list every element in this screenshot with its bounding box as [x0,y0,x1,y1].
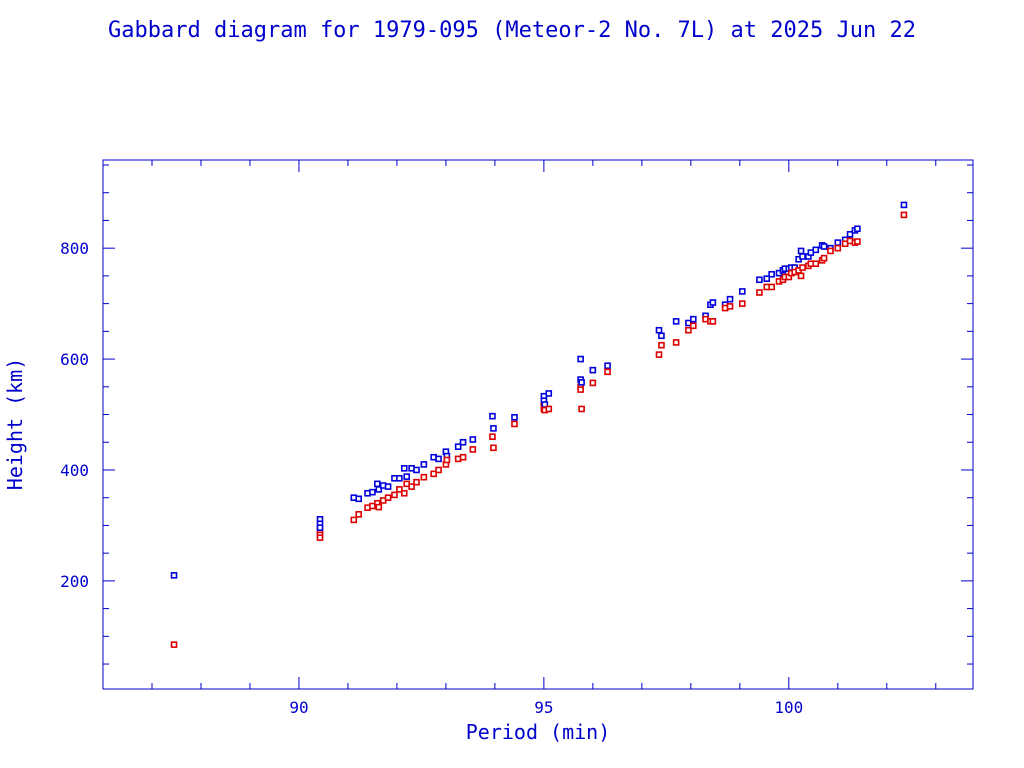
perigee-point [689,322,697,330]
y-tick-label: 600 [60,350,89,369]
apogee-point [709,299,717,306]
apogee-point [604,362,611,370]
perigee-point [604,368,611,376]
perigee-point [854,238,861,245]
perigee-point [672,339,680,346]
apogee-point [658,332,665,340]
perigee-point [658,341,665,349]
apogee-point [396,474,403,482]
plot-frame [102,159,974,690]
perigee-point [812,260,820,267]
apogee-point [316,524,324,531]
apogee-point [578,379,585,386]
apogee-point [726,295,734,303]
perigee-point [827,247,834,255]
perigee-point [900,211,908,219]
y-axis-label: Height (km) [3,358,27,490]
apogee-point [655,326,663,334]
apogee-point [834,239,842,246]
apogee-point [369,488,376,496]
apogee-point [459,438,467,446]
perigee-point [797,272,805,280]
apogee-point [820,243,828,250]
perigee-point [589,379,597,387]
apogee-point [738,288,746,295]
apogee-point [489,412,496,420]
y-tick-label: 200 [60,572,89,591]
apogee-point [374,480,381,488]
perigee-point [316,534,324,541]
perigee-point [768,283,775,291]
perigee-point [443,456,451,464]
perigee-point [490,444,497,452]
perigee-point [396,486,403,493]
apogee-point [577,355,584,363]
y-tick-label: 800 [60,239,89,258]
data-points [170,201,908,648]
perigee-point [709,318,717,325]
apogee-point [756,276,763,284]
perigee-point [469,446,477,453]
apogee-point [403,473,411,480]
perigee-point [350,516,358,524]
apogee-point [469,436,477,443]
x-tick-label: 90 [289,698,308,717]
perigee-point [738,300,746,307]
chart-title: Gabbard diagram for 1979-095 (Meteor-2 N… [108,18,916,43]
perigee-point [420,473,428,481]
apogee-point [799,253,806,260]
x-axis-label: Period (min) [466,720,611,744]
perigee-point [655,351,663,358]
perigee-point [435,466,442,474]
apogee-point [672,318,680,325]
perigee-point [384,494,392,501]
apogee-point [375,486,383,493]
perigee-point [834,244,842,252]
perigee-point [408,483,415,490]
apogee-point [689,315,697,323]
apogee-point [763,275,771,282]
perigee-point [545,405,553,413]
apogee-point [355,495,363,503]
x-tick-label: 95 [534,698,553,717]
apogee-point [589,366,597,374]
apogee-point [846,231,854,238]
perigee-point [578,405,585,413]
perigee-point [756,289,763,296]
perigee-point [685,326,692,334]
perigee-point [391,491,398,499]
apogee-point [435,455,442,463]
perigee-point [820,254,828,262]
apogee-point [490,425,497,432]
perigee-point [400,489,408,497]
perigee-point [726,303,734,310]
apogee-point [413,466,420,474]
perigee-point [413,478,420,486]
apogee-point [511,413,518,421]
perigee-point [430,470,437,478]
perigee-point [799,264,806,271]
perigee-point [511,420,518,428]
perigee-point [375,503,383,511]
perigee-point [489,433,496,440]
perigee-point [459,453,467,461]
apogee-point [854,225,861,233]
apogee-point [170,572,178,579]
apogee-point [454,443,462,450]
y-tick-label: 400 [60,461,89,480]
apogee-point [384,483,392,490]
perigee-point [577,386,584,393]
perigee-point [170,641,178,648]
x-tick-label: 100 [774,698,803,717]
apogee-point [420,461,428,468]
apogee-point [545,390,553,397]
apogee-point [812,246,820,254]
apogee-point [900,201,908,209]
apogee-point [400,465,408,472]
apogee-point [797,247,805,255]
apogee-point [768,270,775,278]
perigee-point [355,511,363,518]
axis-ticks: 90 95 100 200 400 600 800 [60,160,973,717]
